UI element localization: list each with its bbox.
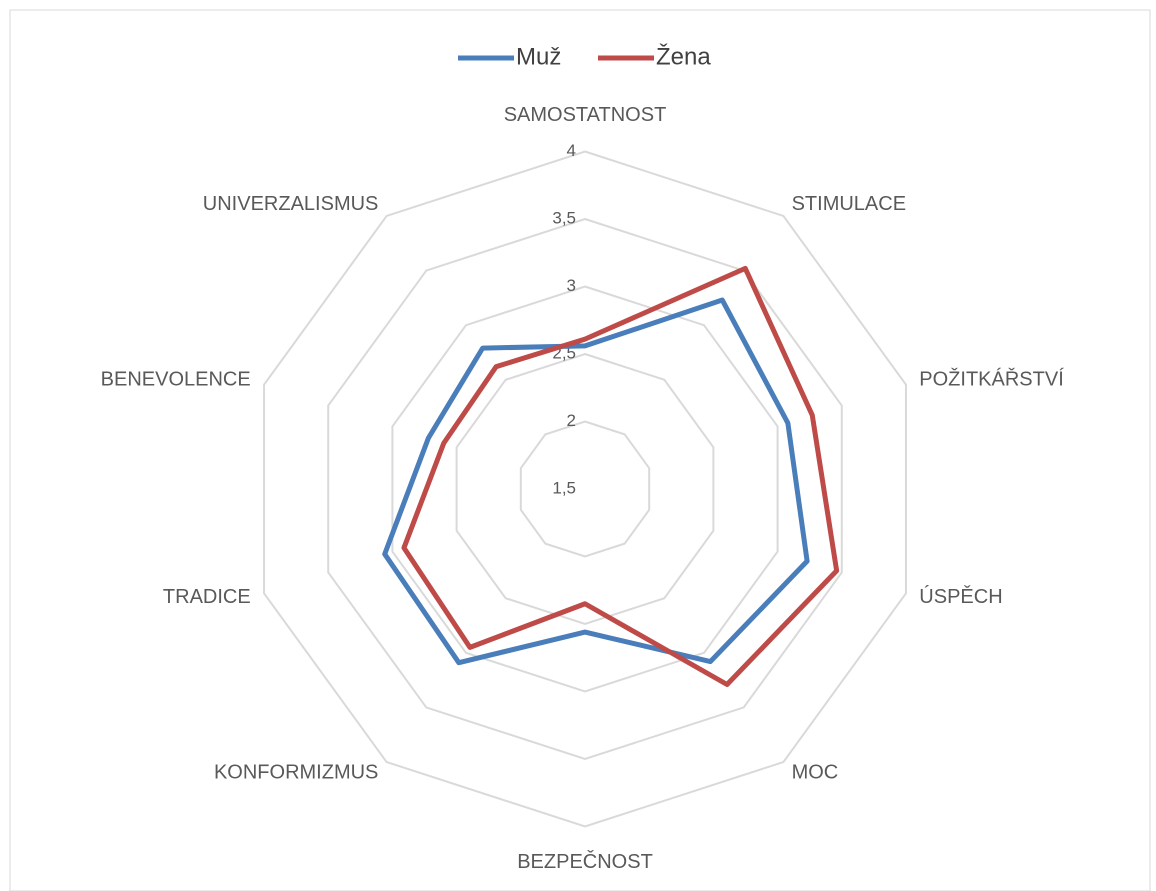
tick-label: 4 [567, 141, 576, 160]
category-label: ÚSPĚCH [919, 585, 1002, 608]
category-label: BENEVOLENCE [101, 369, 251, 391]
tick-label: 1,5 [552, 478, 576, 497]
category-label: KONFORMIZMUS [214, 762, 378, 784]
grid-ring [519, 420, 651, 558]
chart-frame [9, 9, 1151, 891]
category-label: MOC [792, 762, 839, 784]
legend-label: Muž [516, 43, 561, 70]
legend-label: Žena [656, 43, 711, 70]
category-label: TRADICE [163, 586, 251, 608]
grid-ring [327, 217, 843, 761]
series-line [382, 297, 810, 666]
grid-ring [263, 150, 907, 828]
grid-ring [391, 285, 779, 693]
series-line [401, 265, 840, 687]
tick-label: 3,5 [552, 208, 576, 227]
category-label: STIMULACE [792, 193, 906, 215]
tick-label: 3 [567, 276, 576, 295]
category-label: POŽITKÁŘSTVÍ [919, 368, 1064, 391]
category-label: BEZPEČNOST [517, 850, 653, 873]
tick-label: 2 [567, 411, 576, 430]
category-label: UNIVERZALISMUS [203, 193, 379, 215]
category-label: SAMOSTATNOST [504, 104, 667, 126]
grid-ring [455, 352, 715, 626]
